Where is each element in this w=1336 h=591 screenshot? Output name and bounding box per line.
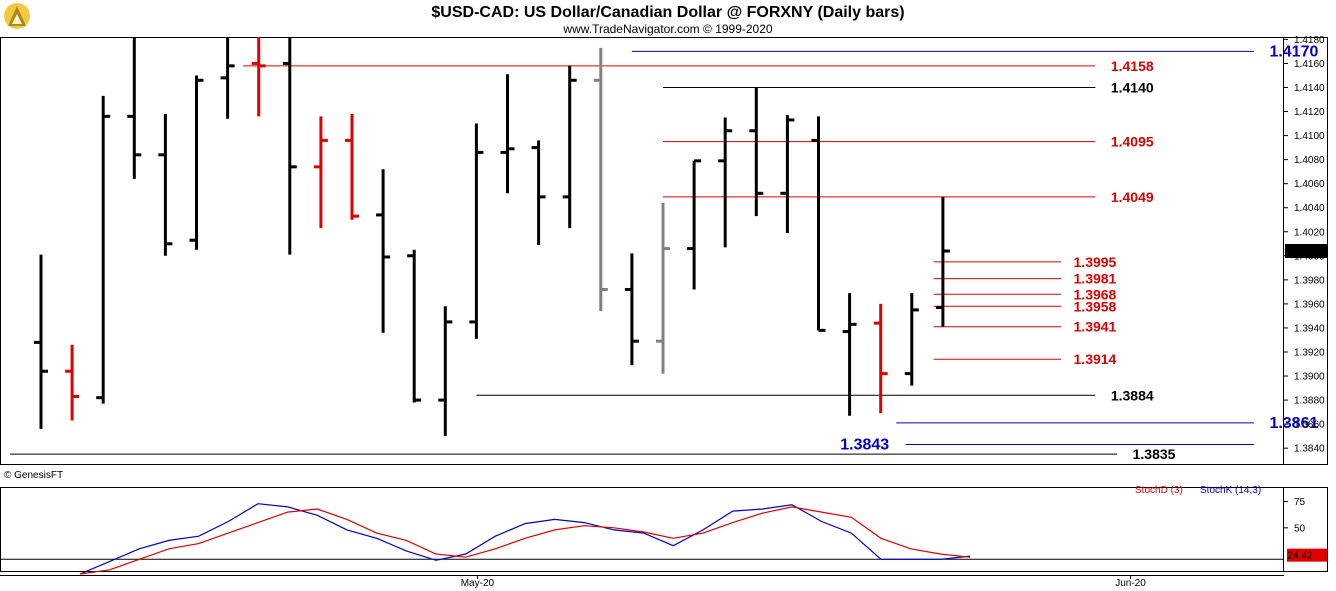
y-tick-label: 1.4180 (1294, 35, 1325, 46)
stoch-last-value-tag (1287, 548, 1327, 562)
ohlc-bar (438, 306, 453, 437)
ohlc-bar (593, 47, 608, 312)
stoch-last-value-label: 24.42 (1287, 551, 1312, 562)
stoch-tick-label: 50 (1294, 523, 1306, 534)
level-label-1-4158: 1.4158 (1111, 58, 1154, 74)
stoch-line-d (79, 506, 971, 575)
y-tick-label: 1.3940 (1294, 323, 1325, 334)
y-tick-label: 1.4080 (1294, 155, 1325, 166)
ohlc-bar (656, 202, 670, 374)
ohlc-bar (842, 293, 857, 416)
ohlc-bar (127, 37, 142, 179)
bars-layer (34, 37, 950, 437)
chart-subtitle: www.TradeNavigator.com © 1999-2020 (562, 22, 772, 36)
ohlc-bar (500, 74, 515, 194)
ohlc-bar (313, 116, 328, 229)
ohlc-bar (469, 123, 484, 339)
ohlc-bar (904, 293, 919, 386)
ohlc-bar (251, 37, 266, 117)
ohlc-bar (282, 37, 297, 255)
stochastic-lines: 75 50 24.42 (1, 497, 1327, 575)
y-tick-label: 1.4100 (1294, 131, 1325, 142)
ohlc-bar (189, 75, 204, 250)
level-label-1-4140: 1.4140 (1111, 79, 1154, 95)
price-axis-ticks: 1.3840 1.3860 1.3880 1.3900 1.3920 1.3940 1.39… (1284, 35, 1327, 455)
ohlc-bar (65, 344, 80, 421)
ohlc-bar (96, 95, 111, 404)
y-tick-label: 1.4040 (1294, 203, 1325, 214)
ohlc-bar (935, 196, 950, 327)
ohlc-bar (624, 253, 639, 366)
ohlc-bar (531, 140, 546, 245)
level-label-1-3981: 1.3981 (1074, 271, 1117, 287)
ohlc-bar (158, 113, 173, 256)
ohlc-bar (34, 254, 48, 429)
y-tick-label: 1.4060 (1294, 179, 1325, 190)
copyright-label: © GenesisFT (4, 470, 63, 481)
ohlc-bar (687, 159, 702, 290)
ohlc-bar (873, 303, 888, 414)
level-label-1-3914: 1.3914 (1074, 351, 1117, 367)
trade-navigator-logo (4, 3, 30, 29)
legend-stochk: StochK (14,3) (1200, 485, 1261, 496)
y-tick-label: 1.3900 (1294, 372, 1325, 383)
y-tick-label: 1.4120 (1294, 107, 1325, 118)
ohlc-bar (718, 117, 733, 248)
x-tick-label: May-20 (461, 578, 495, 589)
level-label-1-3958: 1.3958 (1074, 298, 1117, 314)
y-tick-label: 1.3860 (1294, 420, 1325, 431)
ohlc-bar (811, 116, 826, 332)
ohlc-bar (220, 37, 235, 119)
level-label-1-3941: 1.3941 (1074, 319, 1117, 335)
level-label-1-3861: 1.3861 (1269, 415, 1318, 432)
ohlc-bar (780, 115, 795, 233)
legend-stochd: StochD (3) (1135, 485, 1183, 496)
level-label-1-3968: 1.3968 (1074, 286, 1117, 302)
y-tick-label: 1.4160 (1294, 59, 1325, 70)
level-label-1-3884: 1.3884 (1111, 387, 1154, 403)
chart-title: $USD-CAD: US Dollar/Canadian Dollar @ FO… (431, 4, 904, 21)
ohlc-bar (562, 65, 577, 229)
x-tick-label: Jun-20 (1115, 578, 1146, 589)
y-tick-label: 1.3840 (1294, 444, 1325, 455)
level-label-1-4049: 1.4049 (1111, 189, 1154, 205)
level-label-1-3995: 1.3995 (1074, 254, 1117, 270)
ohlc-bar (749, 87, 764, 217)
y-tick-label: 1.3960 (1294, 299, 1325, 310)
level-label-1-3835: 1.3835 (1133, 446, 1176, 462)
y-tick-label: 1.3980 (1294, 275, 1325, 286)
ohlc-bar (407, 249, 422, 403)
ohlc-bar (345, 113, 359, 220)
x-axis-labels: May-20 Jun-20 (461, 575, 1146, 589)
ohlc-bar (376, 169, 391, 333)
level-label-1-3843: 1.3843 (840, 437, 889, 454)
stoch-line-k (79, 503, 971, 575)
y-tick-label: 1.4020 (1294, 227, 1325, 238)
last-price-label: 1.4004 (1291, 247, 1322, 258)
y-tick-label: 1.4140 (1294, 83, 1325, 94)
level-label-1-4170: 1.4170 (1269, 43, 1318, 60)
y-tick-label: 1.3920 (1294, 347, 1325, 358)
y-tick-label: 1.3880 (1294, 396, 1325, 407)
level-label-1-4095: 1.4095 (1111, 134, 1154, 150)
last-price-tag (1285, 244, 1327, 258)
levels-layer: 1.41701.41581.41401.40951.40491.39951.39… (9, 43, 1318, 462)
stoch-tick-label: 75 (1294, 497, 1306, 508)
